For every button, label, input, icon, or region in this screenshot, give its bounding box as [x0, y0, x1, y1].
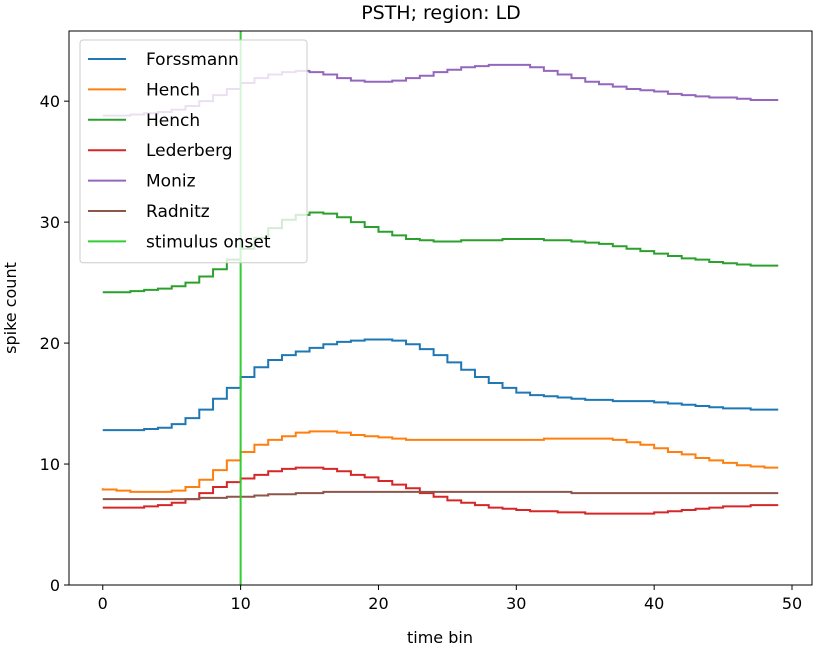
x-axis-ticks: 0 10 20 30 40 50	[98, 585, 802, 613]
y-tick-label: 40	[40, 92, 60, 111]
y-tick-label: 20	[40, 334, 60, 353]
legend-label-hench: Hench	[146, 80, 200, 100]
chart-title: PSTH; region: LD	[361, 2, 521, 24]
y-axis-label: spike count	[1, 262, 20, 354]
legend-label-radnitz: Radnitz	[146, 202, 210, 222]
x-tick-label: 50	[782, 594, 802, 613]
y-axis-ticks: 0 10 20 30 40	[40, 92, 69, 595]
x-tick-label: 20	[368, 594, 388, 613]
x-tick-label: 30	[506, 594, 526, 613]
y-tick-label: 30	[40, 213, 60, 232]
series-line-radnitz-5	[102, 490, 779, 501]
plot-lines	[101, 31, 779, 585]
series-line-hench-1	[101, 430, 779, 493]
y-tick-label: 10	[40, 455, 60, 474]
legend-label-stimulus-onset: stimulus onset	[146, 232, 271, 252]
series-line-forssmann-0	[102, 338, 779, 432]
x-tick-label: 40	[644, 594, 664, 613]
legend-label-hench: Hench	[146, 111, 200, 131]
series-line-hench-2	[102, 211, 779, 294]
legend: Forssmann Hench Hench Lederberg Moniz Radnitz…	[79, 39, 308, 264]
y-tick-label: 0	[50, 576, 60, 595]
legend-box	[79, 39, 308, 264]
legend-label-moniz: Moniz	[146, 172, 196, 192]
x-tick-label: 10	[230, 594, 250, 613]
x-tick-label: 0	[98, 594, 108, 613]
legend-label-lederberg: Lederberg	[146, 141, 233, 161]
series-line-lederberg-3	[102, 466, 779, 515]
legend-label-forssmann: Forssmann	[146, 50, 239, 70]
x-axis-label: time bin	[407, 628, 473, 647]
plot-frame	[68, 30, 813, 586]
